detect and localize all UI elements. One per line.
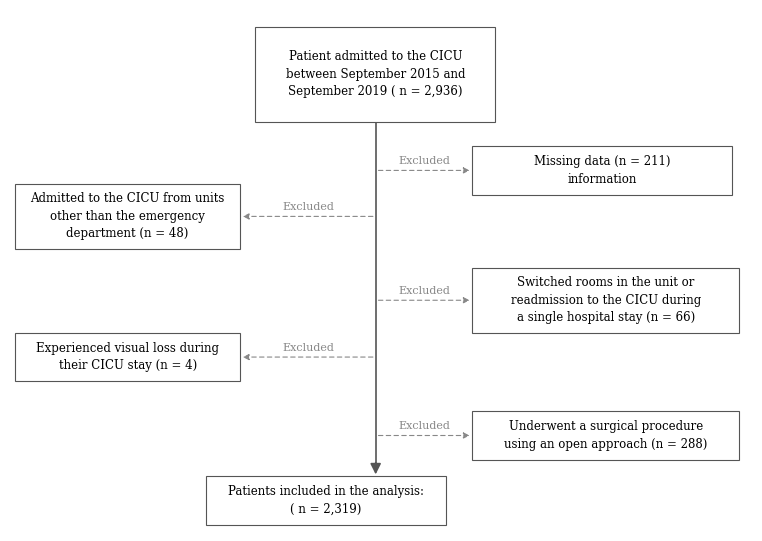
Text: Underwent a surgical procedure
using an open approach (n = 288): Underwent a surgical procedure using an … <box>504 420 707 451</box>
Text: Admitted to the CICU from units
other than the emergency
department (n = 48): Admitted to the CICU from units other th… <box>30 193 225 240</box>
FancyBboxPatch shape <box>472 146 732 195</box>
Text: Excluded: Excluded <box>398 421 450 431</box>
FancyBboxPatch shape <box>472 411 739 460</box>
FancyBboxPatch shape <box>472 268 739 333</box>
Text: Missing data (n = 211)
information: Missing data (n = 211) information <box>533 155 671 186</box>
Text: Excluded: Excluded <box>282 202 334 212</box>
FancyBboxPatch shape <box>15 333 240 381</box>
Text: Patient admitted to the CICU
between September 2015 and
September 2019 ( n = 2,9: Patient admitted to the CICU between Sep… <box>286 50 465 98</box>
FancyBboxPatch shape <box>15 184 240 249</box>
Text: Switched rooms in the unit or
readmission to the CICU during
a single hospital s: Switched rooms in the unit or readmissio… <box>511 276 701 324</box>
Text: Excluded: Excluded <box>398 156 450 166</box>
Text: Excluded: Excluded <box>398 286 450 296</box>
FancyBboxPatch shape <box>255 27 495 122</box>
Text: Experienced visual loss during
their CICU stay (n = 4): Experienced visual loss during their CIC… <box>36 342 219 372</box>
FancyBboxPatch shape <box>206 476 446 525</box>
Text: Excluded: Excluded <box>282 343 334 353</box>
Text: Patients included in the analysis:
( n = 2,319): Patients included in the analysis: ( n =… <box>228 485 424 516</box>
